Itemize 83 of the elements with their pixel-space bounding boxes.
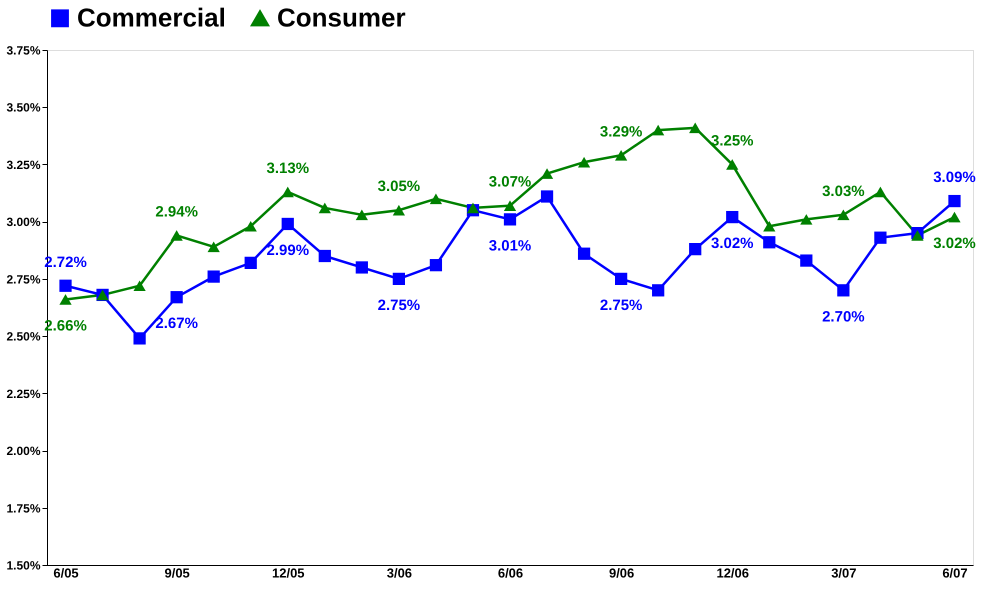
point [911,230,924,241]
y-tick-label: 2.25% [6,386,41,401]
point [244,256,257,269]
data-label: 2.70% [822,308,865,326]
data-label: 3.09% [933,169,976,186]
point [170,291,183,304]
data-label: 3.01% [488,237,532,254]
point [540,190,554,203]
data-label: 3.07% [488,174,532,191]
point [430,259,442,272]
x-tick-label: 6/05 [53,566,79,580]
point [392,204,406,216]
point [726,210,738,224]
y-tick-label: 3.50% [6,100,41,115]
y-tick-label: 2.50% [6,330,41,344]
point [318,202,331,214]
point [170,230,183,241]
point [726,159,738,170]
x-tick-label: 9/05 [164,566,190,580]
y-tick-label: 3.25% [6,158,41,172]
data-label: 2.67% [155,315,198,332]
x-tick-label: 9/06 [608,566,634,580]
point [133,280,146,292]
point [282,186,294,198]
point [504,200,516,211]
point [614,150,628,161]
point [540,168,554,179]
data-label: 3.29% [600,123,642,140]
y-tick-label: 2.75% [6,272,41,286]
point [800,254,812,267]
data-label: 2.75% [600,296,642,314]
point [208,270,220,283]
point [874,232,887,244]
y-tick-label: 3.00% [6,215,41,230]
x-tick-label: 3/06 [386,566,412,580]
point [59,280,72,292]
point [614,272,628,286]
point [837,284,850,296]
point [356,261,368,274]
x-tick-label: 6/06 [498,566,524,580]
y-tick-label: 1.50% [6,558,41,572]
point [356,209,368,220]
y-tick-label: 3.75% [6,44,41,58]
point [948,212,961,222]
data-label: 2.94% [155,203,198,220]
data-label: 2.75% [378,296,420,314]
legend-label: Consumer [277,2,406,32]
data-label: 3.02% [710,235,754,252]
point [800,214,812,225]
point [208,242,220,252]
point [652,124,664,136]
x-tick-label: 3/07 [831,566,857,580]
y-tick-label: 1.75% [6,501,41,516]
x-tick-label: 12/06 [716,566,750,580]
point [578,156,590,168]
point [392,272,406,286]
point [318,250,331,262]
data-label: 3.02% [933,235,976,252]
data-label: 3.05% [378,178,420,196]
point [948,194,961,208]
data-label: 2.99% [266,242,310,259]
point [837,209,850,220]
point [504,213,516,226]
y-tick-label: 2.00% [6,444,41,458]
point [244,220,257,232]
point [763,220,776,232]
data-label: 3.13% [266,160,310,177]
x-tick-label: 12/05 [272,566,305,580]
x-tick-label: 6/07 [942,566,968,580]
legend-label: Commercial [77,2,226,32]
point [133,332,146,345]
point [282,218,294,230]
data-label: 3.25% [710,132,754,150]
point [689,243,702,256]
point [59,294,72,305]
point [652,284,664,296]
point [763,236,776,248]
data-label: 3.03% [822,182,865,200]
point [466,202,480,214]
point [578,248,590,260]
point [430,193,442,204]
point [689,122,702,134]
point [874,186,887,198]
